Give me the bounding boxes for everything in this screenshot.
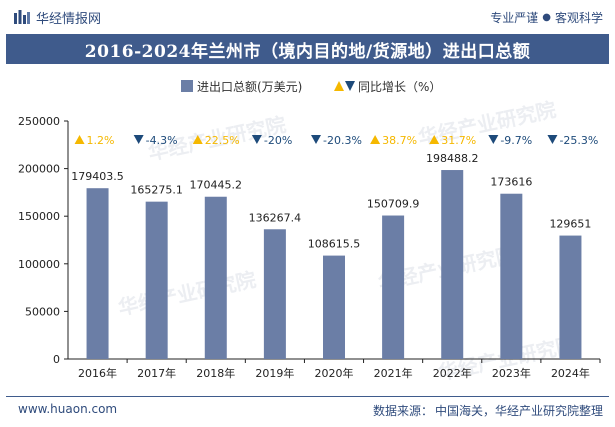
y-tick-label: 50000 — [25, 305, 60, 318]
legend-bar-swatch — [181, 80, 193, 92]
x-tick-label: 2016年 — [78, 366, 117, 380]
yoy-value-label: 31.7% — [441, 134, 476, 147]
bar-value-label: 108615.5 — [308, 238, 361, 251]
x-tick-label: 2017年 — [137, 366, 176, 380]
legend-down-triangle-icon — [345, 81, 355, 91]
x-tick-label: 2020年 — [315, 366, 354, 380]
x-tick-label: 2019年 — [255, 366, 294, 380]
x-tick-label: 2018年 — [196, 366, 235, 380]
bar[interactable] — [86, 188, 109, 359]
bar[interactable] — [204, 196, 227, 359]
footer-divider — [6, 396, 609, 397]
bar[interactable] — [323, 255, 345, 359]
footer-website[interactable]: www.huaon.com — [18, 402, 118, 416]
yoy-value-label: 38.7% — [382, 134, 417, 147]
y-axis: 0 50000 100000 150000 200000 250000 — [18, 115, 69, 366]
legend-yoy-label: 同比增长（%） — [358, 80, 441, 94]
yoy-value-label: -4.3% — [146, 134, 178, 147]
bar[interactable] — [263, 229, 286, 359]
bar-value-label: 150709.9 — [367, 198, 420, 211]
yoy-value-label: -20% — [264, 134, 292, 147]
chart-legend: 进出口总额(万美元) 同比增长（%） — [181, 80, 441, 94]
bar[interactable] — [382, 215, 405, 359]
x-tick-label: 2023年 — [492, 366, 531, 380]
y-tick-label: 200000 — [18, 163, 60, 176]
bar-value-label: 170445.2 — [190, 179, 243, 192]
bar-series: 179403.5 165275.1 170445.2 136267.4 108615.5… — [71, 152, 591, 359]
yoy-down-triangle-icon — [547, 135, 558, 144]
bar-value-label: 165275.1 — [130, 184, 183, 197]
yoy-down-triangle-icon — [133, 135, 144, 144]
yoy-value-label: -9.7% — [500, 134, 532, 147]
yoy-up-triangle-icon — [192, 135, 203, 144]
slogan-dot-icon: ● — [542, 12, 551, 23]
title-bar: 2016-2024年兰州市（境内目的地/货源地）进出口总额 — [6, 34, 609, 64]
bar[interactable] — [145, 201, 168, 359]
y-tick-label: 0 — [53, 353, 60, 366]
yoy-up-triangle-icon — [429, 135, 440, 144]
legend-bar-label: 进出口总额(万美元) — [197, 80, 302, 94]
bar-value-label: 179403.5 — [71, 170, 124, 183]
x-tick-label: 2024年 — [551, 366, 590, 380]
x-tick-label: 2022年 — [433, 366, 472, 380]
bar[interactable] — [441, 170, 464, 359]
yoy-value-label: -20.3% — [323, 134, 362, 147]
yoy-up-triangle-icon — [74, 135, 85, 144]
bar-value-label: 198488.2 — [426, 152, 479, 165]
yoy-down-triangle-icon — [311, 135, 321, 144]
brand-logo-icon — [14, 10, 30, 24]
y-tick-label: 150000 — [18, 210, 60, 223]
top-bar: 华经情报网 专业严谨 ● 客观科学 — [0, 0, 615, 34]
bar[interactable] — [559, 235, 582, 359]
slogan-left: 专业严谨 — [490, 11, 539, 25]
bar[interactable] — [500, 193, 523, 359]
bar-value-label: 173616 — [490, 176, 532, 189]
chart-title: 2016-2024年兰州市（境内目的地/货源地）进出口总额 — [84, 41, 531, 62]
legend-up-triangle-icon — [334, 81, 344, 91]
yoy-series: 1.2% -4.3% 22.5% -20% -20.3% 38.7% 31.7% -9.7% -… — [74, 134, 598, 147]
footer-source: 数据来源： 中国海关，华经产业研究院整理 — [373, 402, 603, 419]
slogan: 专业严谨 ● 客观科学 — [490, 9, 603, 26]
yoy-value-label: 1.2% — [87, 134, 115, 147]
source-text: 中国海关，华经产业研究院整理 — [434, 404, 603, 418]
yoy-down-triangle-icon — [488, 135, 499, 144]
x-tick-label: 2021年 — [374, 366, 413, 380]
source-label: 数据来源： — [372, 404, 433, 418]
bar-value-label: 136267.4 — [249, 211, 302, 224]
y-tick-label: 100000 — [18, 258, 60, 271]
y-tick-label: 250000 — [18, 115, 60, 128]
bar-value-label: 129651 — [549, 218, 591, 231]
slogan-right: 客观科学 — [554, 11, 603, 25]
yoy-value-label: 22.5% — [205, 134, 240, 147]
watermark-text: 华经产业研究院 — [116, 267, 258, 320]
yoy-up-triangle-icon — [370, 135, 381, 144]
yoy-down-triangle-icon — [251, 135, 262, 144]
brand[interactable]: 华经情报网 — [14, 8, 102, 27]
chart: 华经产业研究院华经产业研究院华经产业研究院华经产业研究院华经产业研究院 进出口总… — [18, 80, 601, 385]
brand-name: 华经情报网 — [36, 11, 102, 27]
yoy-value-label: -25.3% — [559, 134, 598, 147]
